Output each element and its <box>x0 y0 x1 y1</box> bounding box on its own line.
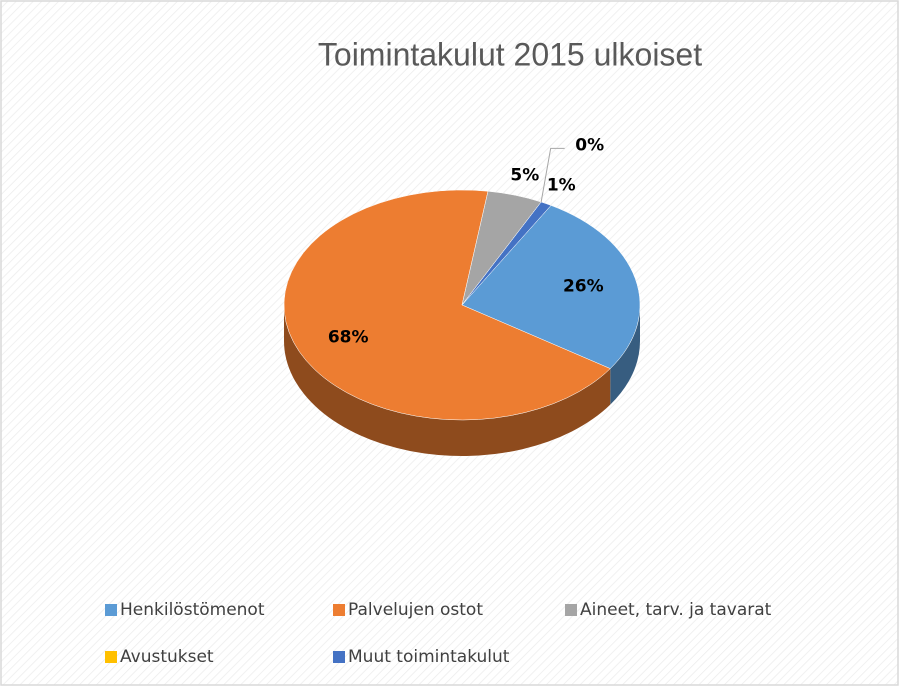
legend-label: Aineet, tarv. ja tavarat <box>580 600 772 620</box>
data-label: 5% <box>510 166 539 186</box>
pie-side <box>610 305 640 405</box>
legend-label: Palvelujen ostot <box>348 600 483 620</box>
legend-label: Muut toimintakulut <box>348 647 510 667</box>
pie: 26% 68% 5% 0% 1% <box>283 135 641 456</box>
data-label: 68% <box>328 328 369 348</box>
pie-slice <box>461 205 641 369</box>
chart-title: Toimintakulut 2015 ulkoiset <box>318 36 702 72</box>
legend-swatch <box>105 651 117 663</box>
leader-line <box>540 147 565 203</box>
data-label: 0% <box>575 135 604 155</box>
pie-slice <box>283 189 611 421</box>
pie-slice <box>461 201 552 306</box>
legend-swatch <box>105 604 117 616</box>
data-label: 1% <box>547 175 576 195</box>
legend: Henkilöstömenot Palvelujen ostot Aineet, t… <box>105 600 772 667</box>
legend-label: Avustukset <box>120 647 214 667</box>
legend-swatch <box>333 604 345 616</box>
legend-swatch <box>565 604 577 616</box>
data-label: 26% <box>563 277 604 297</box>
legend-label: Henkilöstömenot <box>120 600 265 620</box>
legend-swatch <box>333 651 345 663</box>
pie-side <box>284 305 611 456</box>
